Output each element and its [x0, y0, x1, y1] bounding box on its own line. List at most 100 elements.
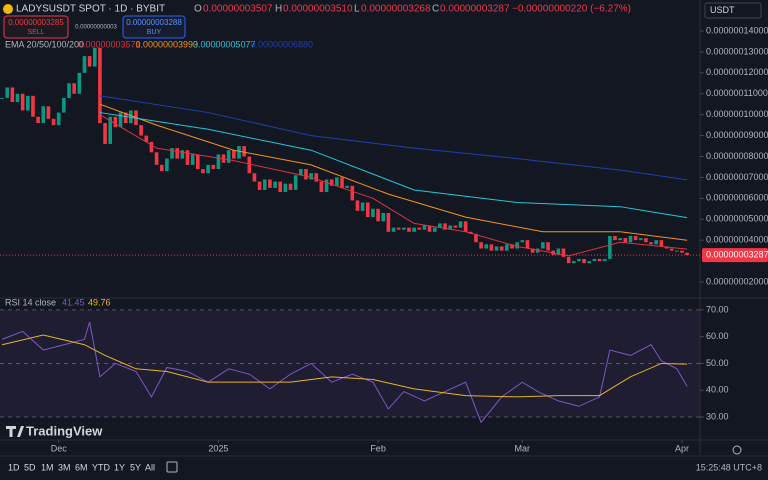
candle: [293, 175, 298, 190]
range-button[interactable]: All: [145, 462, 155, 472]
range-button[interactable]: 5Y: [130, 462, 141, 472]
candle: [427, 225, 432, 232]
range-button[interactable]: 1M: [41, 462, 54, 472]
y-tick-label: 0.00000008000: [706, 151, 768, 161]
candle: [195, 154, 200, 170]
candle: [572, 261, 576, 264]
candle: [355, 200, 360, 211]
range-button[interactable]: YTD: [92, 462, 111, 472]
candle: [566, 256, 571, 264]
candle: [623, 238, 628, 243]
candle: [123, 112, 128, 124]
x-tick-label: Dec: [51, 443, 68, 453]
open: 0.00000003507: [203, 4, 273, 15]
x-tick-label: Feb: [370, 443, 386, 453]
candle: [381, 212, 386, 222]
range-button[interactable]: 6M: [75, 462, 88, 472]
candle: [46, 106, 51, 119]
sell-price: 0.00000003285: [8, 18, 64, 27]
candle: [474, 233, 478, 243]
candle: [273, 181, 277, 188]
candle: [422, 225, 427, 230]
candle: [685, 252, 689, 256]
candle: [577, 258, 581, 262]
logo: TradingView: [26, 423, 103, 438]
candle: [597, 258, 602, 262]
candle: [463, 221, 468, 232]
candle: [288, 183, 293, 190]
ema-line: [99, 112, 688, 219]
sell-label: SELL: [27, 29, 44, 36]
y-tick-label: 0.00000012000: [706, 67, 768, 77]
candle: [31, 95, 35, 117]
rsi-ma-value: 49.76: [88, 297, 111, 307]
range-button[interactable]: 3M: [58, 462, 71, 472]
range-button[interactable]: 1Y: [114, 462, 125, 472]
candle: [304, 169, 308, 180]
candle: [26, 95, 30, 111]
settings-icon[interactable]: [732, 445, 742, 455]
calendar-icon[interactable]: [166, 461, 178, 473]
candle: [618, 238, 622, 241]
candle: [268, 179, 272, 188]
candle: [36, 116, 40, 124]
candle: [613, 235, 617, 241]
candle: [443, 223, 447, 230]
rsi-line: [1, 321, 688, 424]
candle: [592, 258, 597, 262]
candle: [232, 150, 236, 159]
candle: [118, 112, 123, 128]
candle: [82, 56, 87, 73]
candle: [5, 87, 10, 98]
x-tick-label: Apr: [675, 443, 689, 453]
sell-button[interactable]: [3, 15, 69, 39]
candle: [654, 240, 659, 245]
candle: [324, 179, 329, 193]
rsi-label[interactable]: RSI 14 close: [5, 297, 56, 307]
candle: [299, 169, 303, 176]
candle: [505, 244, 509, 251]
candle: [242, 146, 246, 157]
currency-select[interactable]: [704, 2, 762, 19]
x-tick-label: 2025: [208, 443, 228, 453]
candle: [252, 173, 257, 182]
candle: [51, 118, 56, 126]
candle: [278, 181, 283, 193]
candle: [453, 225, 458, 228]
candle: [628, 235, 633, 243]
ema-line: [99, 103, 688, 241]
ema-value: 0.00000003993: [136, 39, 199, 49]
y-tick-label: 0.00000002000: [706, 276, 768, 286]
candle: [608, 235, 612, 259]
change: −0.00000000220 (−6.27%): [512, 4, 631, 15]
symbol[interactable]: LADYSUSDT SPOT · 1D · BYBIT: [16, 4, 165, 15]
indicator-label[interactable]: EMA 20/50/100/200: [5, 39, 84, 49]
candle: [386, 212, 391, 232]
candle: [402, 227, 406, 230]
candle: [520, 240, 525, 243]
low: 0.00000003268: [361, 4, 431, 15]
candle: [515, 242, 519, 249]
candle: [149, 141, 154, 153]
candle: [479, 242, 483, 249]
candle: [556, 248, 561, 255]
candle: [633, 235, 638, 241]
y-tick-label: 60.00: [706, 331, 729, 341]
candle: [211, 164, 216, 170]
buy-button[interactable]: [122, 15, 186, 39]
candle: [159, 164, 164, 172]
candle: [417, 227, 422, 230]
candle: [108, 116, 113, 144]
plot: 0.00000002000 0.00000004000 0.00000005000 0…: [0, 25, 768, 453]
candle: [546, 242, 550, 251]
candle: [20, 93, 25, 111]
candle: [360, 202, 365, 211]
candle: [494, 246, 499, 251]
range-button[interactable]: 1D: [8, 462, 20, 472]
candle: [87, 56, 92, 67]
o-label: O: [194, 4, 202, 15]
candle: [201, 169, 205, 174]
range-button[interactable]: 5D: [24, 462, 36, 472]
ema-line: [99, 95, 688, 181]
candle: [41, 106, 46, 124]
